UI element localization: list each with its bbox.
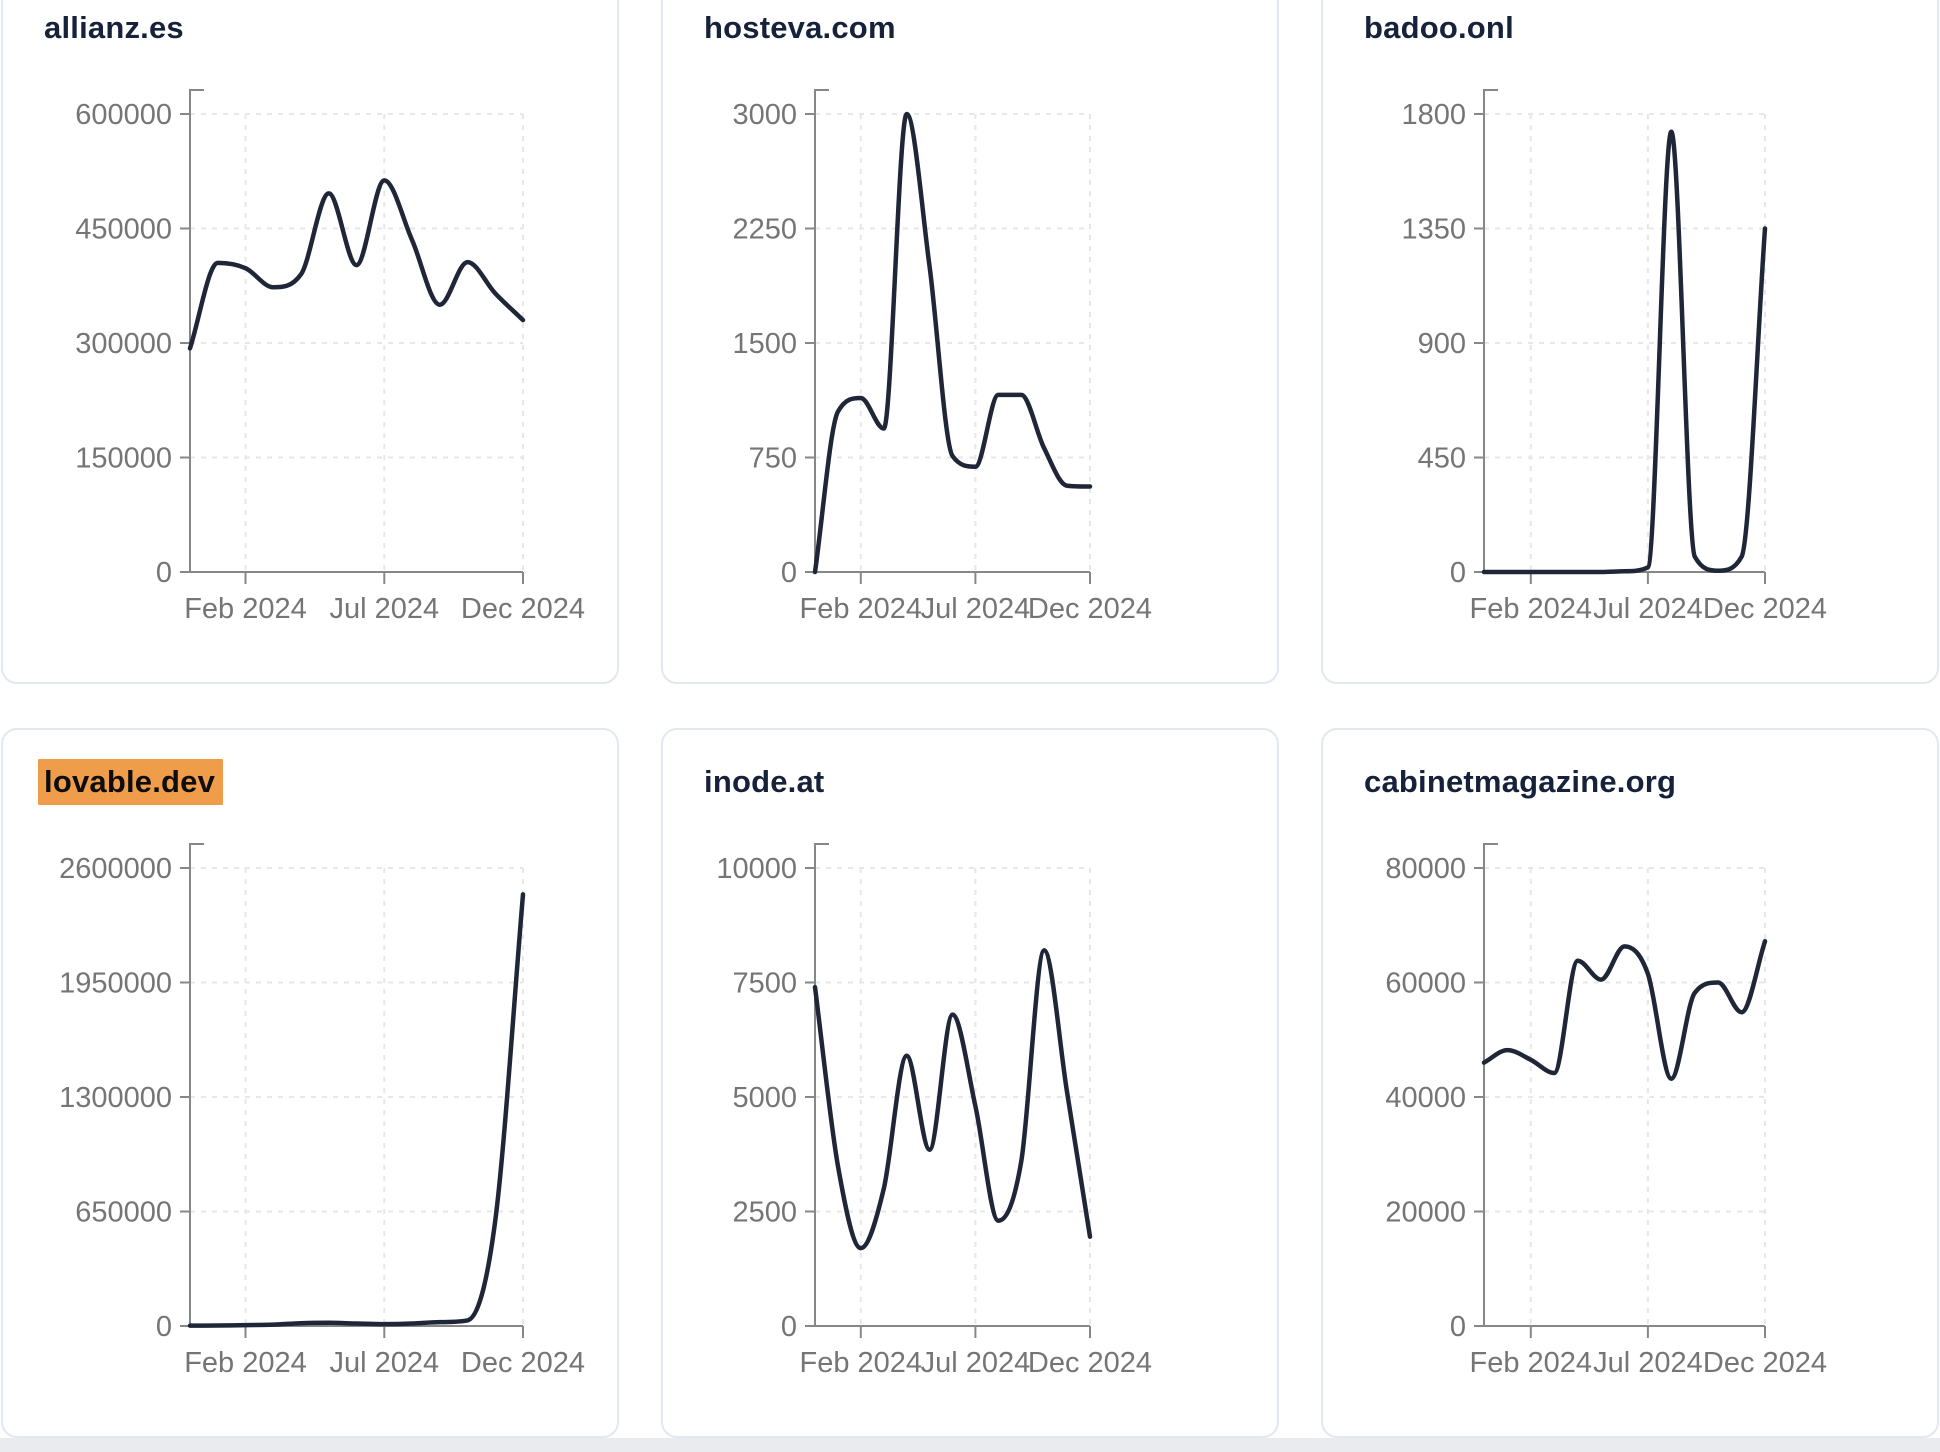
x-tick-label: Feb 2024 <box>1470 593 1593 625</box>
x-tick-label: Jul 2024 <box>921 593 1031 625</box>
series-line <box>812 111 1093 575</box>
y-tick-label: 300000 <box>75 328 172 360</box>
axis-line <box>189 843 523 1327</box>
chart-card-lovable-dev: 0 650000 1300000 1950000 2600000 Feb 2024 Jul … <box>1 728 619 1438</box>
y-tick-label: 1300000 <box>59 1082 172 1114</box>
x-tick-label: Dec 2024 <box>1028 1347 1152 1379</box>
x-tick-label: Jul 2024 <box>329 593 439 625</box>
y-tick-label: 5000 <box>732 1082 797 1114</box>
y-tick-label: 1800 <box>1401 99 1466 131</box>
x-tick-label: Feb 2024 <box>800 1347 923 1379</box>
chart-card-inode-at: 0 2500 5000 7500 10000 Feb 2024 Jul 2024 Dec 20… <box>661 728 1279 1438</box>
axis-line <box>1483 843 1765 1327</box>
x-tick-label: Dec 2024 <box>461 1347 585 1379</box>
axis-line <box>814 843 1090 1327</box>
chart-card-hosteva-com: 0 750 1500 2250 3000 Feb 2024 Jul 2024 Dec 2024… <box>661 0 1279 684</box>
chart-title-row: hosteva.com <box>698 10 904 46</box>
series-line <box>187 892 526 1328</box>
y-tick-label: 60000 <box>1385 968 1466 1000</box>
chart-title-row: cabinetmagazine.org <box>1358 764 1684 800</box>
series-line <box>187 178 526 351</box>
chart-card-badoo-onl: 0 450 900 1350 1800 Feb 2024 Jul 2024 Dec 2024 … <box>1321 0 1939 684</box>
chart-title-row: allianz.es <box>38 10 192 46</box>
chart-title: badoo.onl <box>1364 10 1514 45</box>
axis-line <box>1483 89 1765 573</box>
x-tick-label: Dec 2024 <box>461 593 585 625</box>
axis-line <box>814 89 1090 573</box>
y-tick-label: 900 <box>1418 328 1466 360</box>
series-line <box>1481 129 1768 575</box>
x-tick-label: Jul 2024 <box>1593 1347 1703 1379</box>
y-tick-label: 450 <box>1418 443 1466 475</box>
x-tick-label: Dec 2024 <box>1703 1347 1827 1379</box>
series-line <box>812 948 1093 1251</box>
chart-card-cabinetmagazine-org: 0 20000 40000 60000 80000 Feb 2024 Jul 2024 Dec… <box>1321 728 1939 1438</box>
page-background-strip <box>0 1438 1940 1452</box>
x-tick-label: Feb 2024 <box>184 1347 307 1379</box>
line-chart: 0 650000 1300000 1950000 2600000 Feb 2024 Jul … <box>59 843 585 1379</box>
chart-title-row: lovable.dev <box>38 759 224 805</box>
x-tick-label: Dec 2024 <box>1028 593 1152 625</box>
y-tick-label: 3000 <box>732 99 797 131</box>
y-tick-label: 80000 <box>1385 853 1466 885</box>
y-tick-label: 450000 <box>75 214 172 246</box>
x-tick-label: Feb 2024 <box>184 593 307 625</box>
line-chart: 0 450 900 1350 1800 Feb 2024 Jul 2024 Dec 2024 <box>1401 89 1827 625</box>
chart-title: cabinetmagazine.org <box>1364 764 1677 799</box>
x-tick-label: Dec 2024 <box>1703 593 1827 625</box>
y-tick-label: 150000 <box>75 443 172 475</box>
chart-title: allianz.es <box>44 10 184 45</box>
line-chart: 0 20000 40000 60000 80000 Feb 2024 Jul 2024 Dec… <box>1385 843 1827 1379</box>
chart-title: inode.at <box>704 764 825 799</box>
y-tick-label: 0 <box>1450 557 1466 589</box>
x-tick-label: Jul 2024 <box>1593 593 1703 625</box>
chart-title: hosteva.com <box>704 10 896 45</box>
y-tick-label: 1950000 <box>59 968 172 1000</box>
line-chart: 0 150000 300000 450000 600000 Feb 2024 Jul 202… <box>75 89 585 625</box>
y-tick-label: 750 <box>749 443 797 475</box>
y-tick-label: 10000 <box>716 853 797 885</box>
y-tick-label: 20000 <box>1385 1197 1466 1229</box>
y-tick-label: 0 <box>1450 1311 1466 1343</box>
x-tick-label: Feb 2024 <box>1470 1347 1593 1379</box>
y-tick-label: 7500 <box>732 968 797 1000</box>
x-tick-label: Jul 2024 <box>329 1347 439 1379</box>
y-tick-label: 0 <box>156 1311 172 1343</box>
chart-title-row: badoo.onl <box>1358 10 1522 46</box>
y-tick-label: 600000 <box>75 99 172 131</box>
y-tick-label: 0 <box>781 1311 797 1343</box>
chart-title-highlighted: lovable.dev <box>38 759 224 805</box>
y-tick-label: 2600000 <box>59 853 172 885</box>
y-tick-label: 1500 <box>732 328 797 360</box>
chart-title-row: inode.at <box>698 764 832 800</box>
axis-line <box>189 89 523 573</box>
x-tick-label: Feb 2024 <box>800 593 923 625</box>
y-tick-label: 2500 <box>732 1197 797 1229</box>
y-tick-label: 2250 <box>732 214 797 246</box>
y-tick-label: 650000 <box>75 1197 172 1229</box>
chart-card-allianz-es: 0 150000 300000 450000 600000 Feb 2024 Jul 202… <box>1 0 619 684</box>
y-tick-label: 0 <box>781 557 797 589</box>
y-tick-label: 1350 <box>1401 214 1466 246</box>
y-tick-label: 40000 <box>1385 1082 1466 1114</box>
series-line <box>1481 939 1768 1081</box>
y-tick-label: 0 <box>156 557 172 589</box>
x-tick-label: Jul 2024 <box>921 1347 1031 1379</box>
